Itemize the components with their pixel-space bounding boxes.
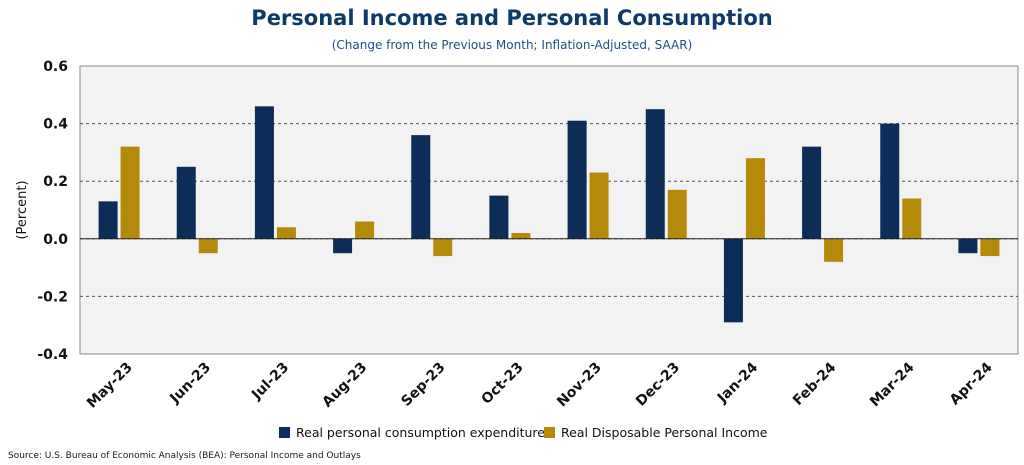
bar-pce — [98, 201, 118, 239]
bar-income — [745, 158, 765, 239]
y-tick-label: 0.2 — [43, 174, 68, 190]
chart-title: Personal Income and Personal Consumption — [251, 6, 773, 30]
bar-pce — [567, 120, 587, 239]
x-tick-label: Jul-23 — [248, 360, 292, 404]
x-tick-label: Sep-23 — [398, 360, 448, 410]
x-tick-label: Oct-23 — [479, 360, 527, 408]
bar-pce — [723, 238, 743, 323]
x-tick-label: Feb-24 — [790, 359, 840, 409]
legend-swatch — [279, 427, 290, 438]
plot-area — [79, 65, 1019, 355]
x-tick-label: Jun-23 — [166, 360, 214, 408]
x-tick-label: Mar-24 — [867, 359, 918, 410]
y-axis-label: (Percent) — [15, 180, 30, 239]
bar-pce — [880, 123, 900, 239]
x-tick-label: Jan-24 — [714, 359, 761, 406]
bar-pce — [958, 238, 978, 254]
x-tick-label: Dec-23 — [633, 360, 683, 410]
legend-swatch — [544, 427, 555, 438]
bar-income — [980, 238, 1000, 257]
bar-income — [355, 221, 375, 239]
y-tick-label: -0.4 — [37, 347, 68, 363]
bar-income — [667, 189, 687, 239]
bar-pce — [176, 166, 196, 239]
bar-pce — [411, 135, 431, 239]
y-tick-label: 0.0 — [43, 232, 68, 248]
bar-pce — [489, 195, 509, 239]
chart-subtitle: (Change from the Previous Month; Inflati… — [331, 38, 693, 52]
bar-income — [902, 198, 922, 239]
x-tick-label: Apr-24 — [947, 359, 996, 408]
legend-label: Real personal consumption expenditures — [296, 425, 552, 440]
bar-pce — [645, 109, 665, 239]
y-tick-label: -0.2 — [37, 289, 68, 305]
bar-pce — [254, 106, 274, 239]
bar-pce — [333, 238, 353, 254]
bar-pce — [802, 146, 822, 239]
x-tick-label: Nov-23 — [554, 360, 605, 411]
bar-income — [511, 233, 531, 239]
bar-income — [824, 238, 844, 262]
x-tick-label: Aug-23 — [319, 360, 370, 411]
bar-income — [198, 238, 218, 254]
source-note: Source: U.S. Bureau of Economic Analysis… — [8, 451, 361, 461]
legend-label: Real Disposable Personal Income — [561, 425, 768, 440]
bar-income — [589, 172, 609, 239]
y-tick-label: 0.6 — [43, 59, 68, 75]
bar-income — [120, 146, 140, 239]
bar-income — [276, 227, 296, 239]
y-tick-label: 0.4 — [43, 117, 68, 133]
bar-income — [433, 238, 453, 257]
x-tick-label: May-23 — [84, 360, 136, 412]
